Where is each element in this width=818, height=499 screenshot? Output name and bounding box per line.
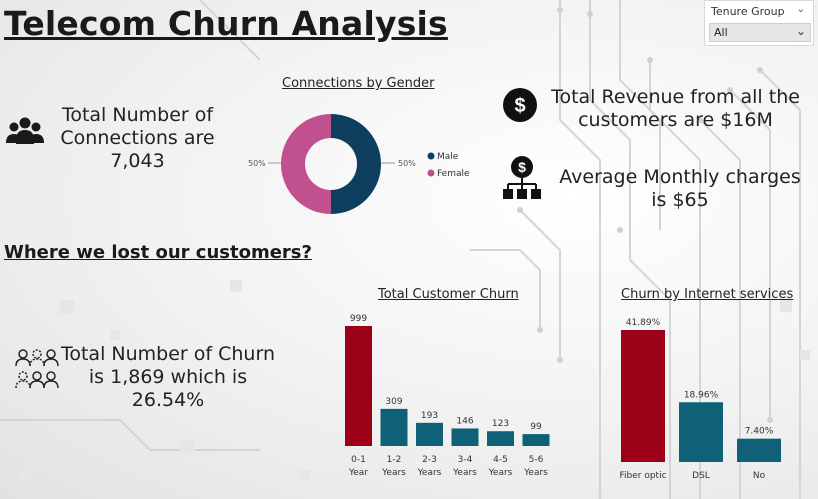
tick-label-2-1: Years	[417, 468, 442, 478]
kpi-revenue-line2: customers are $16M	[578, 109, 773, 131]
bar-2[interactable]	[737, 438, 781, 462]
bar-2[interactable]	[416, 422, 443, 446]
tenure-chart-title: Total Customer Churn	[378, 287, 519, 302]
tenure-group-slicer[interactable]: Tenure Group ⌄ All ⌄	[704, 0, 814, 46]
kpi-revenue-line1: Total Revenue from all the	[551, 86, 800, 108]
users-churn-icon	[15, 349, 59, 389]
tick-label-5-0: 5-6	[529, 455, 544, 465]
tick-label-1-0: 1-2	[387, 455, 402, 465]
legend-label-male[interactable]: Male	[437, 152, 459, 162]
tick-label-2: No	[753, 471, 766, 481]
bar-1[interactable]	[679, 402, 723, 462]
tick-label-1-1: Years	[381, 468, 406, 478]
tick-label-3-1: Years	[452, 468, 477, 478]
slicer-collapse-icon[interactable]: ⌄	[796, 4, 805, 15]
tick-label-0: Fiber optic	[619, 471, 666, 481]
page-title: Telecom Churn Analysis	[4, 4, 448, 43]
bar-4[interactable]	[487, 431, 514, 446]
slicer-selected-value: All	[714, 26, 728, 39]
bar-5[interactable]	[522, 434, 550, 446]
kpi-connections-value: 7,043	[110, 150, 165, 172]
kpi-churn-line1: Total Number of Churn	[60, 343, 275, 365]
kpi-churn: Total Number of Churn is 1,869 which is …	[58, 343, 278, 412]
kpi-connections-line1: Total Number of	[61, 104, 214, 126]
gender-chart-title: Connections by Gender	[282, 76, 435, 91]
tenure-group-dropdown[interactable]: All ⌄	[709, 23, 811, 42]
gender-donut-chart: 50% 50% Male Female	[248, 114, 470, 214]
data-label-0: 41.89%	[626, 318, 661, 328]
kpi-churn-value: 26.54%	[131, 389, 205, 411]
data-label-0: 999	[350, 314, 367, 324]
bar-0[interactable]	[621, 330, 665, 462]
data-label-4: 123	[492, 419, 509, 429]
internet-bar-chart: 41.89% Fiber optic 18.96% DSL 7.40% No	[619, 318, 781, 481]
tick-label-3-0: 3-4	[458, 455, 473, 465]
tick-label-1: DSL	[692, 471, 710, 481]
legend-marker-female	[427, 169, 435, 177]
tick-label-0-0: 0-1	[351, 455, 366, 465]
tick-label-2-0: 2-3	[422, 455, 437, 465]
slicer-label: Tenure Group	[711, 5, 785, 18]
bar-0[interactable]	[345, 326, 372, 446]
tick-label-0-1: Year	[348, 468, 368, 478]
bar-3[interactable]	[451, 428, 479, 446]
dollar-circle-icon: $	[503, 88, 537, 122]
data-label-5: 99	[530, 422, 542, 432]
kpi-revenue: Total Revenue from all the customers are…	[548, 86, 803, 132]
legend-marker-male	[427, 152, 435, 160]
internet-chart-title: Churn by Internet services	[621, 287, 794, 302]
kpi-connections-line2: Connections are	[60, 127, 215, 149]
data-label-2: 7.40%	[745, 427, 774, 437]
tick-label-5-1: Years	[523, 468, 548, 478]
legend-label-female[interactable]: Female	[437, 169, 470, 179]
tick-label-4-1: Years	[488, 468, 513, 478]
svg-text:$: $	[518, 159, 526, 175]
kpi-monthly-line1: Average Monthly charges	[559, 166, 801, 188]
donut-slice-female[interactable]	[281, 114, 331, 214]
tenure-bar-chart: 999 0-1 Year 309 1-2 Years 193 2-3 Years 146 3-4 Ye…	[345, 314, 550, 478]
tick-label-4-0: 4-5	[493, 455, 508, 465]
data-label-1: 309	[385, 397, 402, 407]
chevron-down-icon[interactable]: ⌄	[795, 24, 806, 38]
section-title: Where we lost our customers?	[4, 242, 312, 263]
svg-text:$: $	[514, 95, 525, 117]
dollar-hierarchy-icon: $	[503, 156, 541, 199]
kpi-monthly-line2: is $65	[651, 189, 709, 211]
data-label-1: 18.96%	[684, 390, 719, 400]
donut-slice-male[interactable]	[331, 114, 381, 214]
data-label-2: 193	[421, 411, 438, 421]
donut-label-male: 50%	[398, 159, 416, 168]
donut-label-female: 50%	[248, 159, 266, 168]
kpi-churn-line2: is 1,869 which is	[88, 366, 248, 388]
data-label-3: 146	[456, 416, 473, 426]
kpi-monthly: Average Monthly charges is $65	[556, 166, 804, 212]
people-group-icon	[6, 117, 44, 144]
bar-1[interactable]	[380, 408, 408, 446]
kpi-connections: Total Number of Connections are 7,043	[50, 104, 225, 173]
